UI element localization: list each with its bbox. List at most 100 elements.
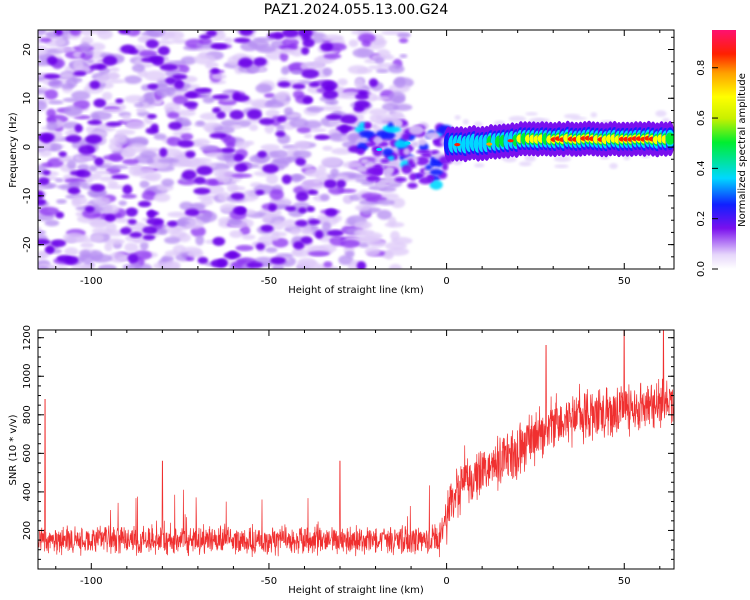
noise-peak — [300, 236, 313, 245]
noise-blob — [48, 79, 64, 89]
noise-peak — [210, 43, 228, 50]
noise-blob — [229, 186, 246, 192]
noise-blob — [272, 231, 287, 237]
noise-blob — [72, 59, 84, 70]
noise-blob — [66, 159, 77, 170]
noise-peak — [145, 39, 159, 49]
noise-blob — [389, 263, 402, 269]
noise-blob — [161, 178, 175, 187]
noise-blob — [184, 218, 204, 230]
noise-peak — [141, 57, 159, 63]
noise-blob — [164, 102, 181, 113]
noise-peak — [277, 81, 291, 88]
noise-peak — [301, 46, 310, 55]
snr-ytick-label: 200 — [22, 521, 33, 540]
noise-peak — [65, 134, 82, 143]
spectrogram-ytick-label: -10 — [22, 188, 33, 204]
noise-blob — [62, 97, 79, 103]
noise-blob — [291, 70, 303, 75]
noise-blob — [331, 215, 343, 223]
noise-blob — [155, 82, 168, 88]
transition-blob — [416, 149, 432, 154]
noise-blob — [79, 249, 92, 259]
noise-blob — [164, 236, 181, 244]
noise-blob — [218, 217, 231, 225]
noise-peak — [85, 205, 95, 213]
noise-peak — [212, 236, 226, 246]
noise-blob — [91, 253, 113, 263]
transition-blob — [356, 148, 365, 156]
noise-blob — [205, 152, 223, 158]
noise-peak — [301, 68, 320, 79]
noise-blob — [265, 247, 278, 253]
noise-peak — [89, 80, 101, 90]
transition-blob — [364, 121, 372, 129]
transition-blob — [429, 179, 443, 190]
noise-blob — [227, 56, 241, 66]
noise-peak — [211, 94, 230, 100]
noise-peak — [146, 217, 164, 226]
noise-peak — [277, 115, 287, 123]
noise-blob — [229, 230, 243, 239]
noise-peak — [38, 238, 51, 246]
noise-blob — [104, 242, 113, 252]
noise-blob — [323, 261, 333, 268]
noise-blob — [293, 149, 312, 159]
transition-blob — [409, 172, 418, 181]
noise-peak — [42, 169, 51, 176]
noise-blob — [198, 38, 212, 45]
noise-peak — [142, 226, 158, 235]
noise-blob — [44, 89, 58, 100]
transition-blob — [387, 155, 395, 161]
noise-blob — [267, 99, 277, 106]
transition-blob — [371, 123, 378, 129]
noise-peak — [232, 206, 247, 215]
noise-peak — [281, 30, 300, 38]
noise-blob — [354, 204, 371, 211]
noise-peak — [354, 100, 370, 109]
transition-blob — [380, 158, 390, 164]
noise-peak — [147, 113, 157, 119]
noise-blob — [122, 158, 139, 165]
noise-peak — [85, 134, 103, 144]
noise-blob — [88, 165, 98, 172]
noise-blob — [384, 221, 405, 228]
noise-peak — [238, 57, 253, 68]
noise-peak — [168, 121, 182, 130]
noise-peak — [275, 131, 286, 137]
snr-xtick-label: -50 — [261, 576, 277, 587]
noise-blob — [255, 83, 273, 94]
snr-xtick-label: 0 — [443, 576, 449, 587]
noise-peak — [145, 127, 159, 135]
noise-peak — [105, 121, 122, 127]
noise-blob — [280, 66, 290, 75]
noise-peak — [45, 245, 55, 254]
noise-blob — [241, 234, 256, 240]
noise-blob — [357, 33, 376, 43]
noise-blob — [38, 45, 48, 56]
noise-blob — [249, 124, 259, 131]
transition-blob — [401, 164, 413, 175]
colorbar-tick-label: 0.2 — [696, 211, 707, 227]
transition-blob — [415, 172, 425, 179]
noise-blob — [290, 227, 301, 236]
noise-blob — [398, 37, 409, 44]
noise-peak — [197, 256, 209, 265]
spectrogram-ytick-label: -20 — [22, 236, 33, 252]
transition-blob — [414, 156, 430, 166]
noise-blob — [318, 236, 333, 243]
noise-peak — [46, 56, 58, 65]
spectrogram-xtick-label: 0 — [443, 276, 449, 287]
snr-ytick-label: 1000 — [22, 364, 33, 389]
noise-peak — [38, 132, 55, 142]
noise-blob — [279, 52, 289, 62]
noise-blob — [381, 102, 399, 112]
colorbar: 0.0 0.2 0.4 0.6 0.8 Normalized spectral ampl… — [696, 30, 748, 277]
noise-peak — [246, 109, 262, 120]
noise-peak — [270, 256, 286, 265]
noise-blob — [70, 264, 92, 269]
noise-peak — [183, 101, 199, 108]
transition-blob — [418, 176, 433, 185]
colorbar-label: Normalized spectral amplitude — [737, 73, 748, 227]
noise-peak — [159, 63, 178, 71]
